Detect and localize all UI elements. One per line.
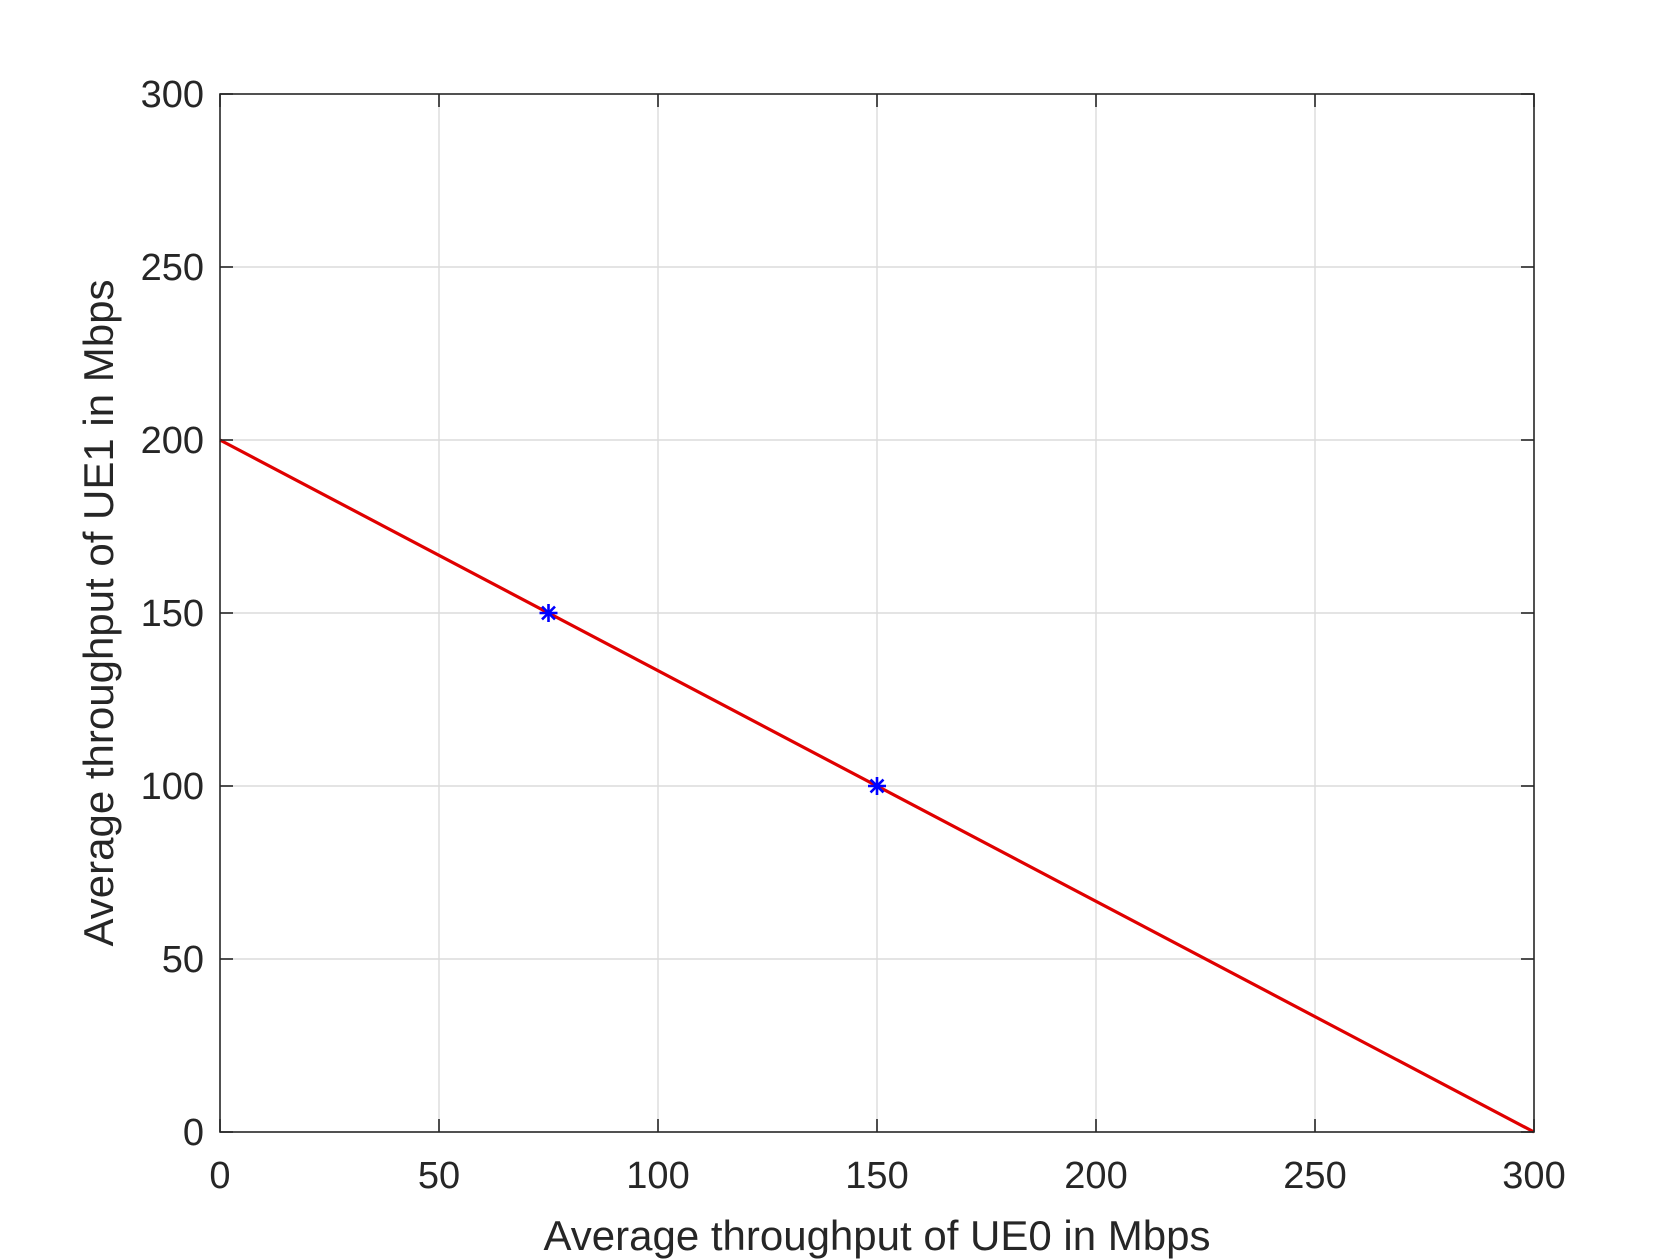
- x-tick-label: 100: [626, 1155, 689, 1197]
- x-tick-label: 200: [1064, 1155, 1127, 1197]
- y-tick-label: 250: [141, 247, 204, 289]
- y-axis-label: Average throughput of UE1 in Mbps: [75, 280, 122, 947]
- y-tick-label: 50: [162, 939, 204, 981]
- marker-stroke: [541, 605, 556, 621]
- asterisk-marker: [539, 604, 558, 622]
- x-axis-tick-labels: 0 50 100 150 200 250 300: [209, 1155, 1565, 1197]
- y-tick-label: 300: [141, 74, 204, 116]
- x-tick-label: 150: [845, 1155, 908, 1197]
- y-tick-label: 0: [183, 1112, 204, 1154]
- x-axis-label: Average throughput of UE0 in Mbps: [544, 1212, 1211, 1259]
- y-tick-label: 100: [141, 766, 204, 808]
- series-layer: [219, 438, 1535, 1134]
- y-axis-tick-labels: 0 50 100 150 200 250 300: [141, 74, 204, 1154]
- y-tick-label: 150: [141, 593, 204, 635]
- x-tick-label: 250: [1283, 1155, 1346, 1197]
- x-tick-label: 0: [209, 1155, 230, 1197]
- x-tick-label: 50: [418, 1155, 460, 1197]
- asterisk-marker: [868, 777, 886, 795]
- y-tick-label: 200: [141, 420, 204, 462]
- plot-area: [219, 93, 1535, 1134]
- x-tick-label: 300: [1502, 1155, 1565, 1197]
- marker-stroke: [869, 778, 885, 794]
- tick-marks: [219, 93, 1535, 1133]
